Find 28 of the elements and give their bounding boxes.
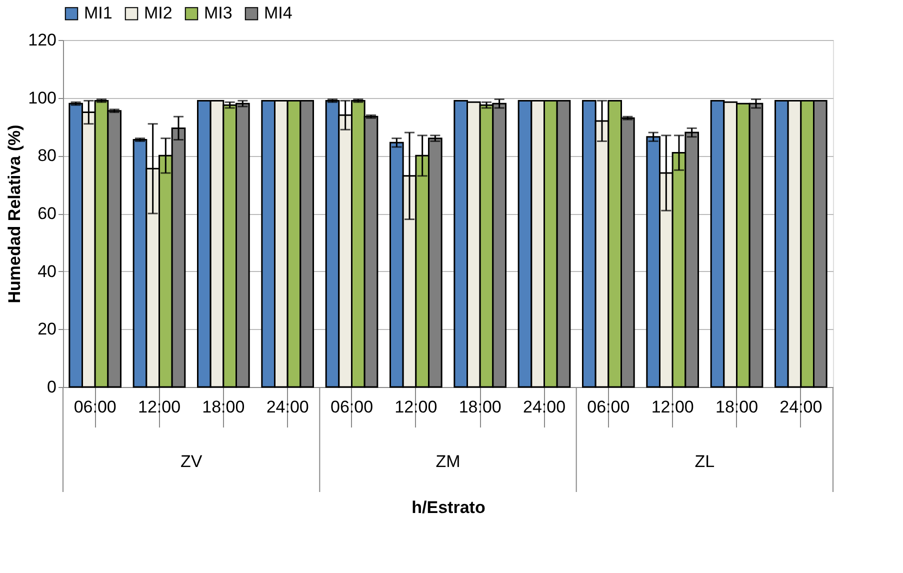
legend-label: MI3 xyxy=(204,4,232,23)
x-tick-label: 12:00 xyxy=(651,398,694,416)
x-tick-label: 06:00 xyxy=(587,398,630,416)
x-tick-label: 24:00 xyxy=(522,398,566,416)
y-tick-label: 120 xyxy=(28,30,56,50)
x-tick-label: 12:00 xyxy=(138,398,181,416)
y-tick-label: 0 xyxy=(47,378,56,396)
x-tick-label: 18:00 xyxy=(715,398,758,416)
x-tick-label: 06:00 xyxy=(74,398,116,416)
text: ZV xyxy=(180,452,203,471)
text: ZM xyxy=(436,452,460,471)
y-axis-title: Humedad Relativa (%) xyxy=(5,124,24,304)
y-tick-label: 60 xyxy=(38,204,56,223)
y-tick-label: 20 xyxy=(38,320,56,339)
x-tick-label: 18:00 xyxy=(458,398,502,416)
x-tick-label: 18:00 xyxy=(202,398,245,416)
x-axis-title: h/Estrato xyxy=(412,498,486,517)
x-tick-label: 24:00 xyxy=(780,398,822,416)
legend-label: MI2 xyxy=(144,4,172,23)
legend-label: MI4 xyxy=(264,4,292,23)
y-tick-label: 100 xyxy=(28,88,56,108)
x-tick-label: 12:00 xyxy=(394,398,438,416)
x-tick-label: 24:00 xyxy=(266,398,309,416)
text: ZL xyxy=(694,452,715,471)
legend-label: MI1 xyxy=(84,4,112,23)
y-tick-label: 80 xyxy=(38,146,56,166)
x-tick-label: 06:00 xyxy=(330,398,374,416)
y-tick-label: 40 xyxy=(38,262,56,281)
